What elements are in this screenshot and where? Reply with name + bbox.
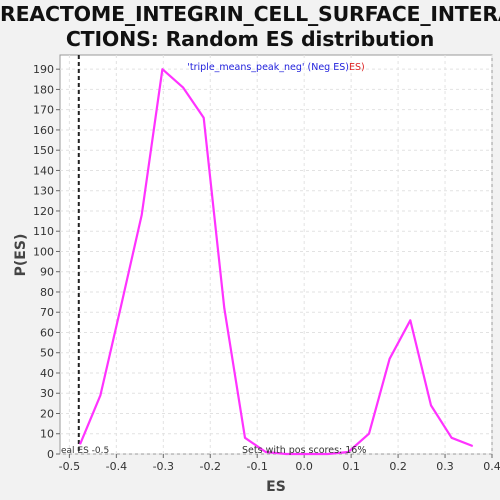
- y-tick-label: 50: [40, 347, 54, 360]
- y-tick-label: 100: [33, 245, 54, 258]
- data-point: [326, 453, 329, 455]
- y-tick-label: 70: [40, 306, 54, 319]
- data-point: [120, 305, 122, 307]
- x-tick-label: -0.4: [106, 460, 127, 473]
- data-point: [285, 453, 288, 455]
- data-point: [471, 445, 474, 447]
- x-tick-label: 0.0: [295, 460, 313, 473]
- data-point: [202, 116, 205, 119]
- es-distribution-line: [79, 68, 473, 456]
- y-tick-label: 170: [33, 104, 54, 117]
- data-point: [140, 214, 143, 216]
- y-tick-label: 190: [33, 63, 54, 76]
- y-tick-label: 120: [33, 205, 54, 218]
- real-es-label: eal ES -0.5: [61, 446, 109, 456]
- y-tick-label: 180: [33, 83, 54, 96]
- data-point: [306, 453, 308, 455]
- legend: 'triple_means_peak_neg' (Neg ES)ES): [187, 62, 364, 73]
- x-tick-label: -0.1: [246, 460, 267, 473]
- x-tick-label: -0.3: [153, 460, 174, 473]
- x-tick-label: -0.5: [59, 460, 80, 473]
- y-tick-label: 40: [40, 367, 54, 380]
- y-tick-label: 10: [40, 428, 54, 441]
- y-tick-label: 90: [40, 266, 54, 279]
- x-tick-label: 0.3: [436, 460, 454, 473]
- data-point: [368, 432, 370, 435]
- y-tick-label: 140: [33, 164, 54, 177]
- data-point: [161, 68, 164, 70]
- data-point: [244, 436, 246, 439]
- chart-title-line1: REACTOME_INTEGRIN_CELL_SURFACE_INTERA: [0, 2, 500, 26]
- chart-title-line2: CTIONS: Random ES distribution: [65, 27, 435, 51]
- y-tick-label: 20: [40, 407, 54, 420]
- y-tick-label: 160: [33, 124, 54, 137]
- x-axis-label: ES: [266, 479, 286, 495]
- y-tick-label: 150: [33, 144, 54, 157]
- x-tick-label: 0.2: [389, 460, 407, 473]
- legend-neg-es: 'triple_means_peak_neg' (Neg ES): [187, 62, 349, 73]
- y-tick-label: 0: [47, 448, 54, 461]
- y-tick-label: 30: [40, 387, 54, 400]
- x-tick-label: -0.2: [200, 460, 221, 473]
- data-point: [99, 394, 102, 397]
- sets-pos-label: Sets with pos scores: 16%: [242, 445, 366, 456]
- x-tick-label: 0.1: [342, 460, 360, 473]
- chart-title: REACTOME_INTEGRIN_CELL_SURFACE_INTERA CT…: [0, 2, 500, 52]
- data-point: [450, 436, 453, 439]
- data-point: [388, 358, 391, 360]
- legend-es: ES): [349, 62, 365, 73]
- data-point: [182, 86, 184, 89]
- data-point: [347, 451, 350, 453]
- data-point: [409, 319, 412, 322]
- y-tick-label: 60: [40, 326, 54, 339]
- data-points: [79, 68, 474, 455]
- y-tick-label: 130: [33, 185, 54, 198]
- y-axis-label: P(ES): [13, 234, 29, 277]
- data-point: [430, 404, 432, 407]
- y-tick-label: 80: [40, 286, 54, 299]
- data-point: [223, 307, 226, 309]
- grid: [60, 55, 493, 455]
- data-point: [264, 451, 267, 453]
- axes: -0.5 -0.4 -0.3 -0.2 -0.1 0.0 0.1 0.2 0.3 0.4 0 10 20…: [33, 63, 500, 473]
- x-tick-label: 0.4: [483, 460, 500, 473]
- y-tick-label: 110: [33, 225, 54, 238]
- data-point: [79, 443, 81, 445]
